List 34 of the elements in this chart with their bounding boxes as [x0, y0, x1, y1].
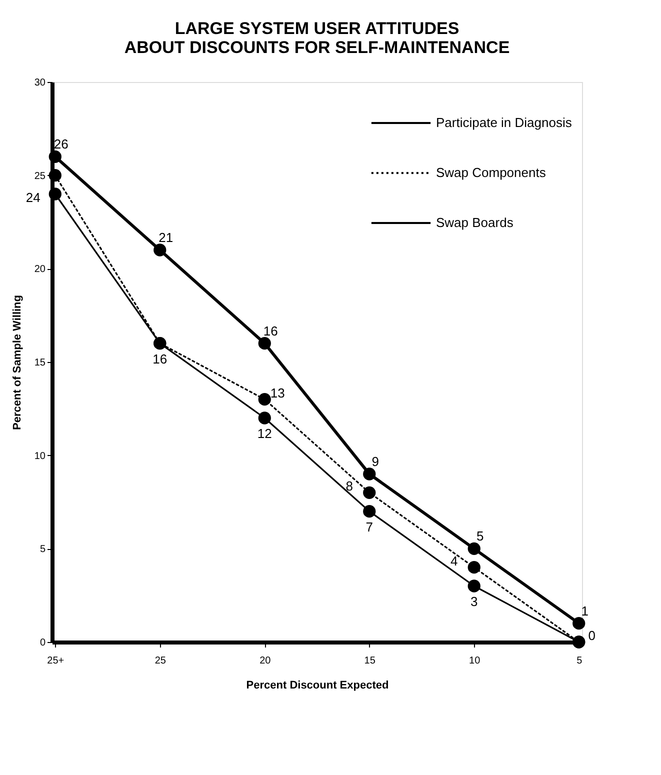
y-tick-label: 10	[34, 450, 46, 462]
data-label: 21	[158, 230, 174, 245]
data-label: 7	[366, 519, 373, 534]
data-label: 26	[54, 136, 68, 152]
data-label: 1	[581, 603, 588, 618]
x-tick-label: 20	[260, 656, 272, 666]
y-tick-label: 5	[40, 544, 46, 556]
y-tick-label: 25	[34, 170, 46, 182]
data-label: 12	[257, 426, 272, 441]
legend-label: Participate in Diagnosis	[436, 115, 572, 130]
x-tick-label: 10	[469, 656, 481, 666]
x-tick-label: 25	[154, 656, 166, 666]
legend-label: Swap Components	[436, 165, 546, 180]
data-label: 8	[346, 478, 353, 494]
data-label: 3	[470, 594, 478, 609]
y-tick-label: 20	[34, 264, 46, 276]
y-tick-label: 0	[40, 638, 46, 648]
x-axis-title: Percent Discount Expected	[246, 680, 389, 692]
x-tick-label: 5	[576, 656, 583, 666]
y-tick-label: 15	[34, 358, 46, 368]
data-label: 24	[26, 190, 40, 205]
y-axis-title: Percent of Sample Willing	[11, 295, 24, 430]
legend-label: Swap Boards	[436, 215, 514, 230]
data-label: 4	[450, 553, 458, 568]
x-tick-label: 15	[364, 656, 376, 666]
y-tick-label: 30	[34, 78, 46, 88]
data-label: 0	[588, 628, 596, 643]
data-label: 13	[270, 385, 285, 400]
data-label: 9	[372, 454, 379, 469]
data-label: 5	[476, 528, 484, 544]
x-tick-label: 25+	[47, 656, 64, 666]
data-label: 16	[152, 351, 168, 366]
data-label: 16	[263, 323, 278, 338]
chart-title: LARGE SYSTEM USER ATTITUDES ABOUT DISCOUNTS FOR SELF-MAINTENANCE	[124, 19, 510, 57]
